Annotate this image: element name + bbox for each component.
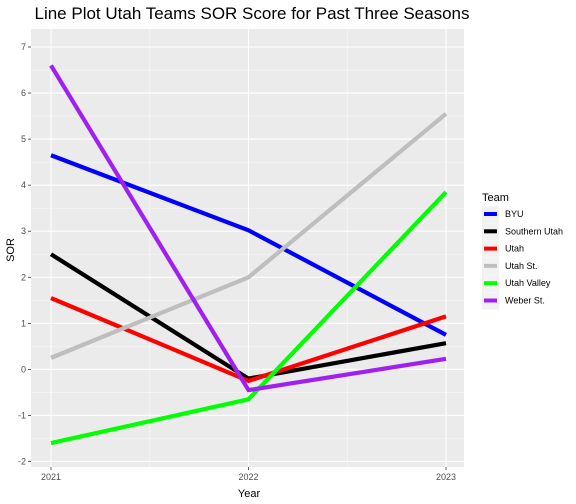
legend-item: Utah Valley bbox=[482, 275, 551, 293]
series-lines bbox=[49, 64, 448, 446]
legend-items: BYU Southern Utah Utah Utah St. Utah Valley W… bbox=[482, 206, 563, 310]
legend: Team BYU Southern Utah Utah Utah St. Utah Va… bbox=[482, 192, 563, 310]
legend-title: Team bbox=[482, 192, 509, 204]
chart-title: Line Plot Utah Teams SOR Score for Past … bbox=[35, 4, 470, 23]
x-axis-title: Year bbox=[238, 488, 261, 500]
legend-item: Utah St. bbox=[482, 257, 538, 275]
grid bbox=[31, 29, 464, 467]
legend-label: Utah bbox=[505, 244, 524, 254]
y-tick-label: 0 bbox=[21, 364, 26, 374]
y-tick-label: -1 bbox=[18, 410, 26, 420]
legend-label: BYU bbox=[505, 209, 524, 219]
legend-item: BYU bbox=[482, 206, 524, 223]
y-tick-label: 7 bbox=[21, 42, 26, 52]
legend-label: Utah Valley bbox=[505, 278, 551, 288]
series-line-utah-st- bbox=[50, 112, 448, 360]
legend-label: Utah St. bbox=[505, 261, 538, 271]
x-tick-label: 2023 bbox=[436, 472, 456, 482]
x-tick-label: 2022 bbox=[238, 472, 258, 482]
series-line-byu bbox=[50, 153, 447, 337]
legend-item: Southern Utah bbox=[482, 223, 563, 241]
series-line-southern-utah bbox=[49, 252, 447, 381]
y-tick-label: 2 bbox=[21, 272, 26, 282]
series-line-weber-st- bbox=[49, 64, 447, 393]
legend-item: Utah bbox=[482, 240, 524, 258]
y-tick-label: 6 bbox=[21, 88, 26, 98]
y-tick-label: 3 bbox=[21, 226, 26, 236]
y-axis-title: SOR bbox=[5, 238, 17, 262]
x-axis-ticks: 2021 2022 2023 bbox=[41, 467, 456, 482]
series-line-utah-valley bbox=[50, 190, 448, 446]
x-tick-label: 2021 bbox=[41, 472, 61, 482]
legend-label: Southern Utah bbox=[505, 226, 563, 236]
y-axis-ticks: -2 -1 0 1 2 3 4 5 6 7 bbox=[18, 42, 31, 467]
y-tick-label: 5 bbox=[21, 134, 26, 144]
legend-label: Weber St. bbox=[505, 296, 545, 306]
series-line-utah bbox=[50, 296, 447, 384]
legend-item: Weber St. bbox=[482, 292, 545, 310]
y-tick-label: -2 bbox=[18, 457, 26, 467]
y-tick-label: 1 bbox=[21, 318, 26, 328]
y-tick-label: 4 bbox=[21, 180, 26, 190]
